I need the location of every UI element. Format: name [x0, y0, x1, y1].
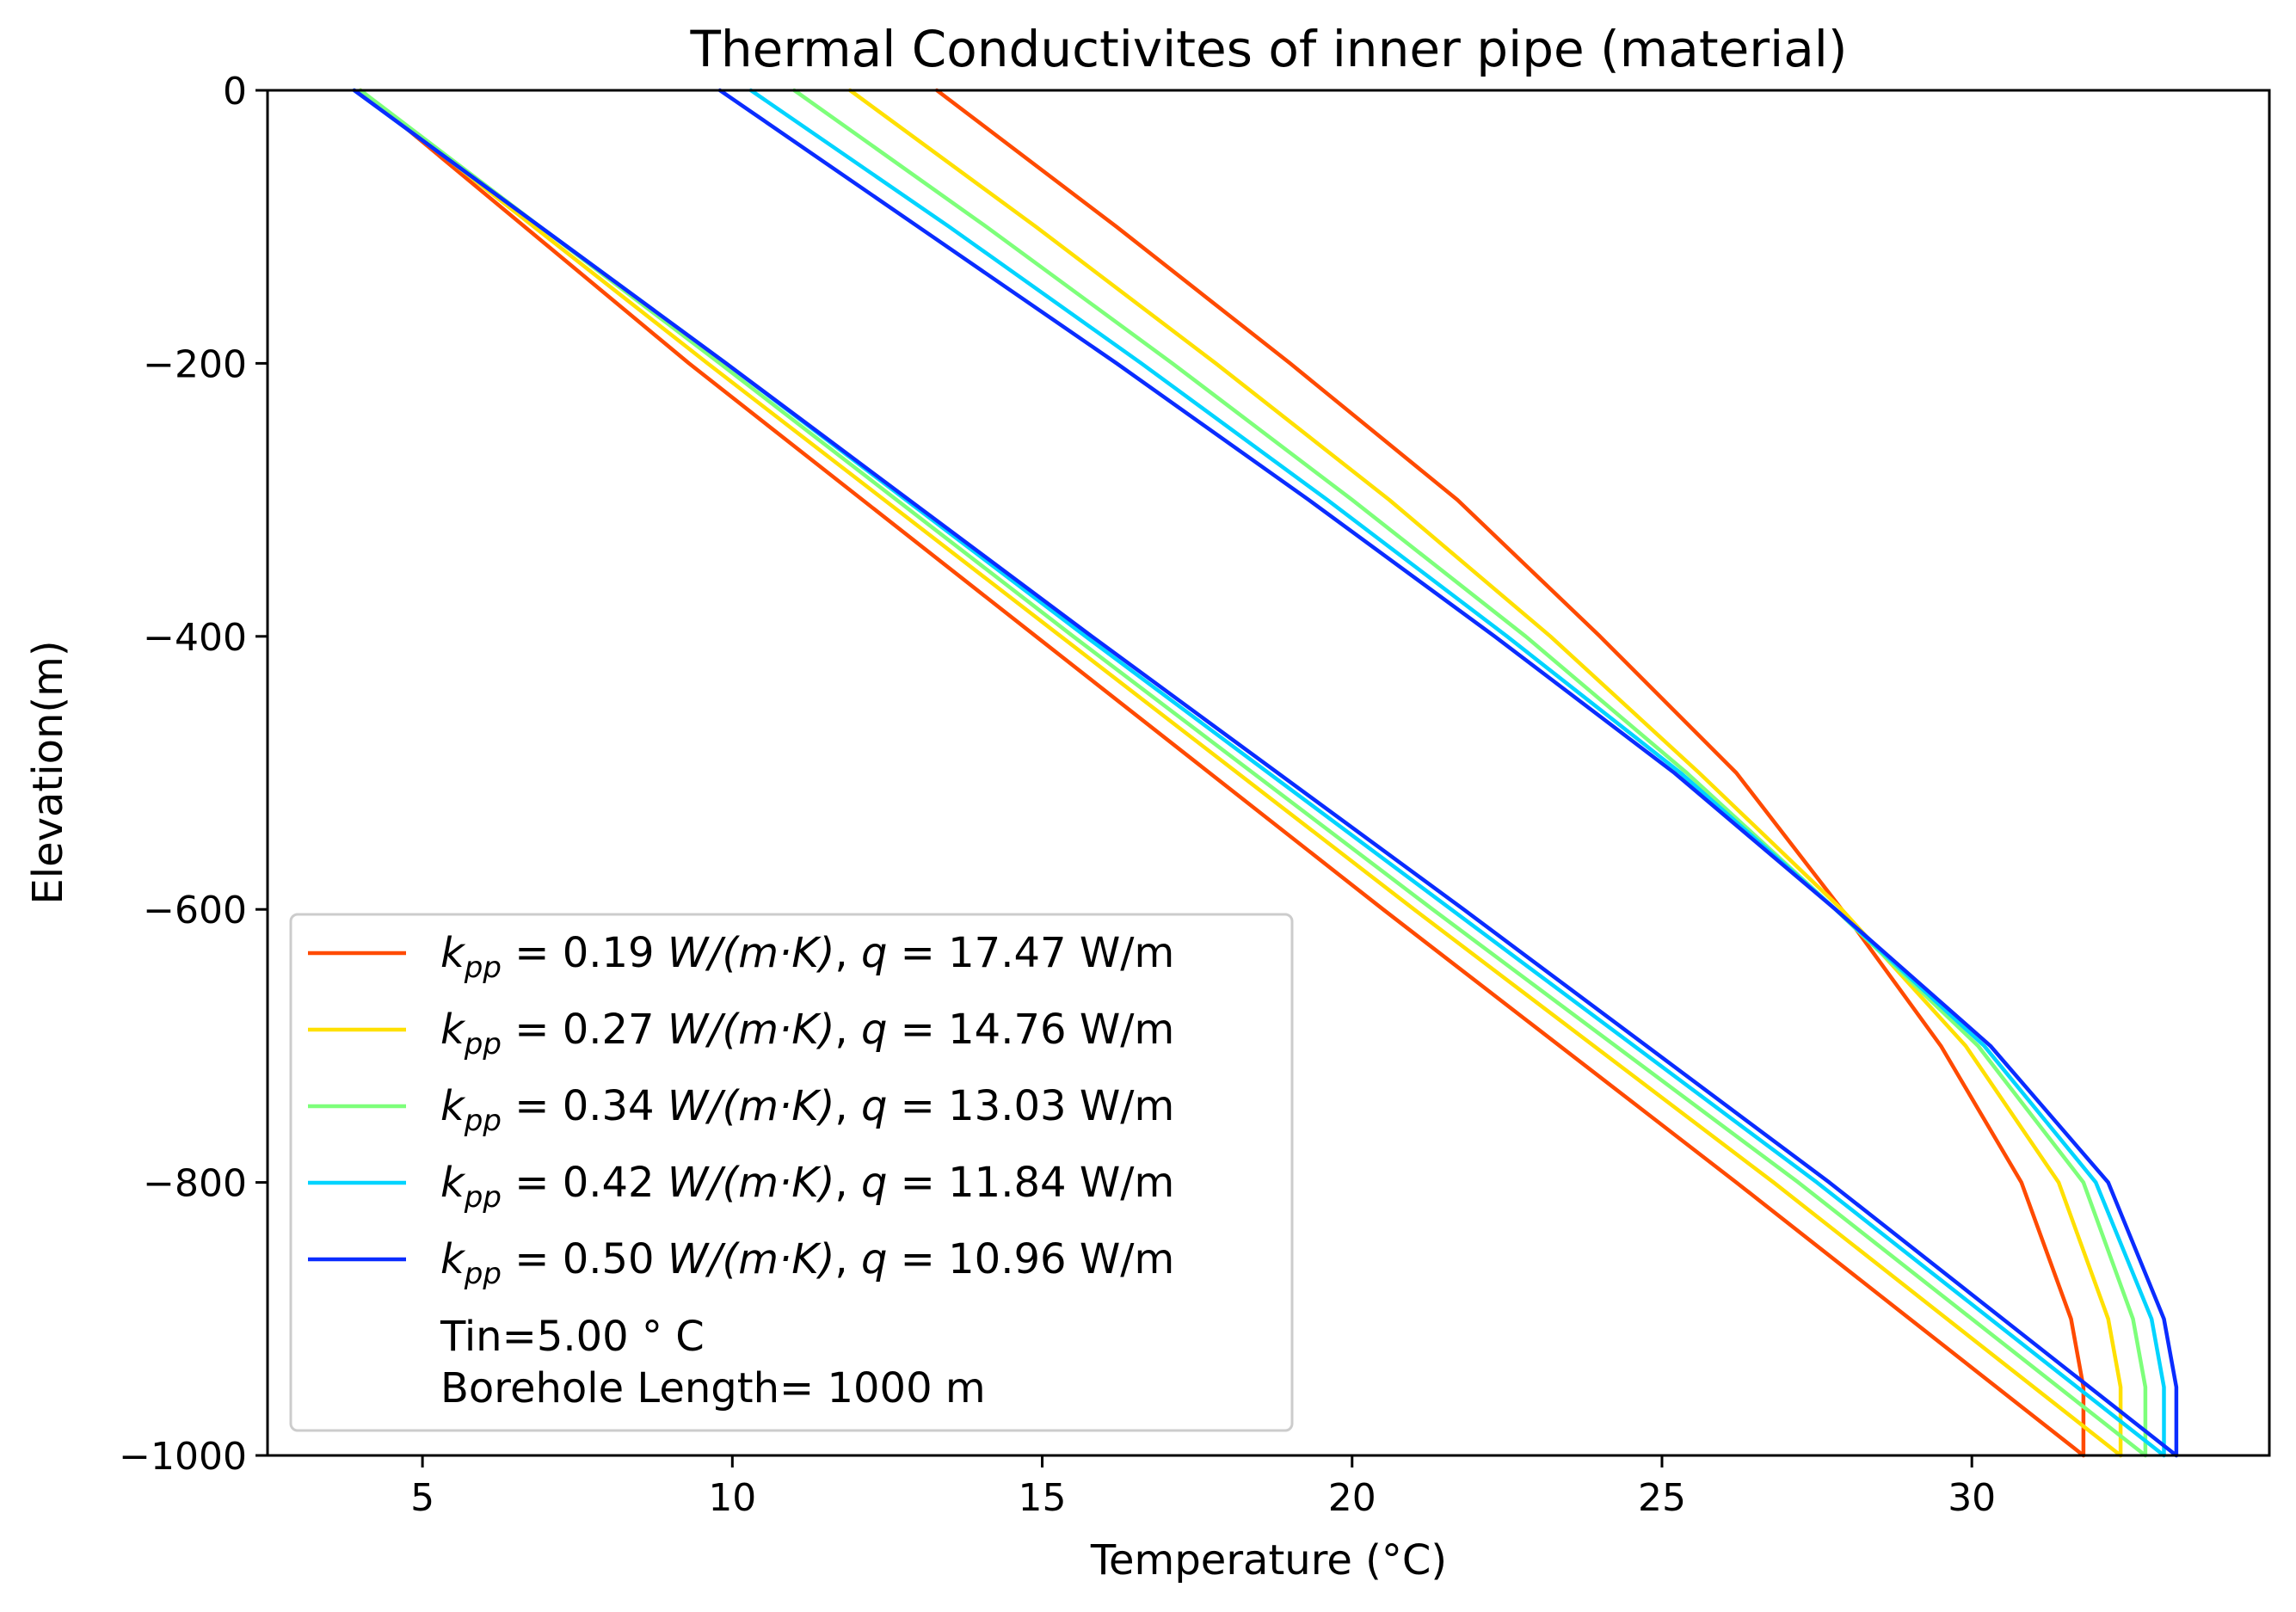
x-axis: 5 10 15 20 25 30 — [410, 1455, 1996, 1520]
legend-label-2: kpp = 0.27 W/(m·K), q = 14.76 W/m — [440, 1006, 1174, 1061]
x-tick-label: 15 — [1019, 1476, 1067, 1520]
legend: kpp = 0.19 W/(m·K), q = 17.47 W/m kpp = 0… — [289, 913, 1294, 1432]
y-tick-label: −1000 — [119, 1435, 247, 1479]
chart-title: Thermal Conductivites of inner pipe (mat… — [689, 20, 1847, 78]
y-tick-label: −800 — [143, 1162, 247, 1206]
y-axis-label: Elevation(m) — [24, 640, 72, 904]
x-tick-label: 25 — [1638, 1476, 1686, 1520]
series-line-4-upflow — [748, 88, 2166, 1458]
x-tick-label: 10 — [708, 1476, 756, 1520]
y-axis: 0 −200 −400 −600 −800 −1000 — [119, 70, 268, 1479]
x-tick-label: 30 — [1948, 1476, 1996, 1520]
series-line-5-downflow — [352, 88, 2179, 1458]
x-tick-label: 20 — [1328, 1476, 1376, 1520]
legend-label-3: kpp = 0.34 W/(m·K), q = 13.03 W/m — [440, 1082, 1174, 1138]
y-tick-label: 0 — [223, 70, 247, 114]
y-tick-label: −400 — [143, 616, 247, 660]
series-line-2-upflow — [847, 88, 2123, 1458]
series-line-3-upflow — [792, 88, 2148, 1458]
series-line-1-upflow — [934, 88, 2086, 1458]
plot-series — [352, 88, 2179, 1458]
series-line-2-downflow — [358, 88, 2123, 1458]
legend-frame — [289, 913, 1294, 1432]
legend-label-4: kpp = 0.42 W/(m·K), q = 11.84 W/m — [440, 1159, 1174, 1215]
plot-frame — [266, 89, 2271, 1457]
series-line-3-downflow — [358, 88, 2148, 1458]
legend-annotation-tin: Tin=5.00 ° C — [440, 1313, 705, 1361]
y-tick-label: −600 — [143, 889, 247, 932]
y-tick-label: −200 — [143, 342, 247, 386]
series-line-5-upflow — [717, 88, 2179, 1458]
legend-label-1: kpp = 0.19 W/(m·K), q = 17.47 W/m — [440, 929, 1174, 985]
series-line-1-downflow — [358, 88, 2086, 1458]
x-tick-label: 5 — [410, 1476, 434, 1520]
legend-annotation-borehole-length: Borehole Length= 1000 m — [440, 1364, 986, 1412]
x-axis-label: Temperature (°C) — [1090, 1536, 1447, 1584]
legend-label-5: kpp = 0.50 W/(m·K), q = 10.96 W/m — [440, 1235, 1174, 1291]
